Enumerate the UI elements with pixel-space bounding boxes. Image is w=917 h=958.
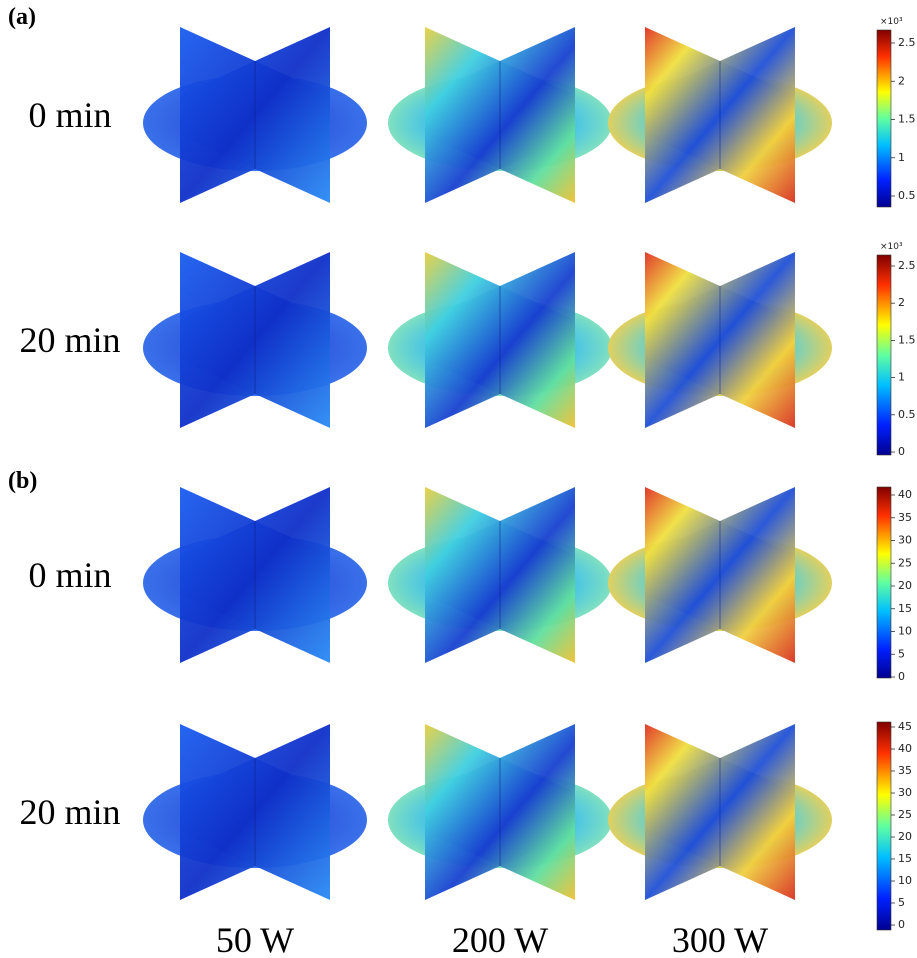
colorbar-tick-label: 15 xyxy=(898,852,912,865)
colorbar-exponent: ×10³ xyxy=(880,242,903,252)
figure: (a)0 min20 min×10³0.511.522.5×10³00.511.… xyxy=(0,0,917,958)
colorbar xyxy=(877,30,891,207)
colorbar-tick-label: 20 xyxy=(898,579,912,592)
panel-label: (b) xyxy=(8,468,37,494)
colorbar-tick-label: 35 xyxy=(898,764,912,777)
row-label: 20 min xyxy=(19,320,120,360)
colorbar-tick-label: 2.5 xyxy=(898,259,916,272)
colorbar-tick-label: 0 xyxy=(898,670,905,683)
colorbar xyxy=(877,255,891,455)
colorbar-tick-label: 0 xyxy=(898,445,905,458)
colorbar-tick-label: 30 xyxy=(898,534,912,547)
colorbar-tick-label: 30 xyxy=(898,786,912,799)
simulation-render xyxy=(608,252,832,428)
colorbar xyxy=(877,722,891,930)
simulation-render xyxy=(143,487,367,663)
colorbar xyxy=(877,487,891,678)
colorbar-tick-label: 1 xyxy=(898,151,905,164)
colorbar-tick-label: 5 xyxy=(898,896,905,909)
simulation-render xyxy=(608,724,832,900)
column-label: 300 W xyxy=(672,920,768,958)
colorbar-tick-label: 1.5 xyxy=(898,333,916,346)
colorbar-tick-label: 0.5 xyxy=(898,189,916,202)
simulation-render xyxy=(608,487,832,663)
colorbar-tick-label: 15 xyxy=(898,602,912,615)
simulation-render xyxy=(388,724,612,900)
colorbar-tick-label: 40 xyxy=(898,742,912,755)
colorbar-tick-label: 20 xyxy=(898,830,912,843)
simulation-render xyxy=(143,27,367,203)
colorbar-exponent: ×10³ xyxy=(880,17,903,27)
colorbar-tick-label: 2 xyxy=(898,74,905,87)
colorbar-tick-label: 5 xyxy=(898,647,905,660)
simulation-render xyxy=(388,487,612,663)
simulation-render xyxy=(608,27,832,203)
colorbar-tick-label: 0.5 xyxy=(898,408,916,421)
row-label: 0 min xyxy=(28,95,111,135)
colorbar-tick-label: 45 xyxy=(898,720,912,733)
colorbar-tick-label: 10 xyxy=(898,625,912,638)
row-label: 20 min xyxy=(19,792,120,832)
colorbar-tick-label: 1 xyxy=(898,371,905,384)
colorbar-tick-label: 25 xyxy=(898,808,912,821)
simulation-render xyxy=(388,252,612,428)
colorbar-tick-label: 2.5 xyxy=(898,36,916,49)
colorbar-tick-label: 25 xyxy=(898,556,912,569)
simulation-render xyxy=(143,252,367,428)
row-label: 0 min xyxy=(28,555,111,595)
column-label: 200 W xyxy=(452,920,548,958)
simulation-render xyxy=(388,27,612,203)
colorbar-tick-label: 10 xyxy=(898,874,912,887)
colorbar-tick-label: 2 xyxy=(898,296,905,309)
colorbar-tick-label: 1.5 xyxy=(898,113,916,126)
colorbar-tick-label: 0 xyxy=(898,918,905,931)
panel-label: (a) xyxy=(8,4,36,30)
colorbar-tick-label: 40 xyxy=(898,488,912,501)
column-label: 50 W xyxy=(216,920,294,958)
colorbar-tick-label: 35 xyxy=(898,511,912,524)
simulation-render xyxy=(143,724,367,900)
